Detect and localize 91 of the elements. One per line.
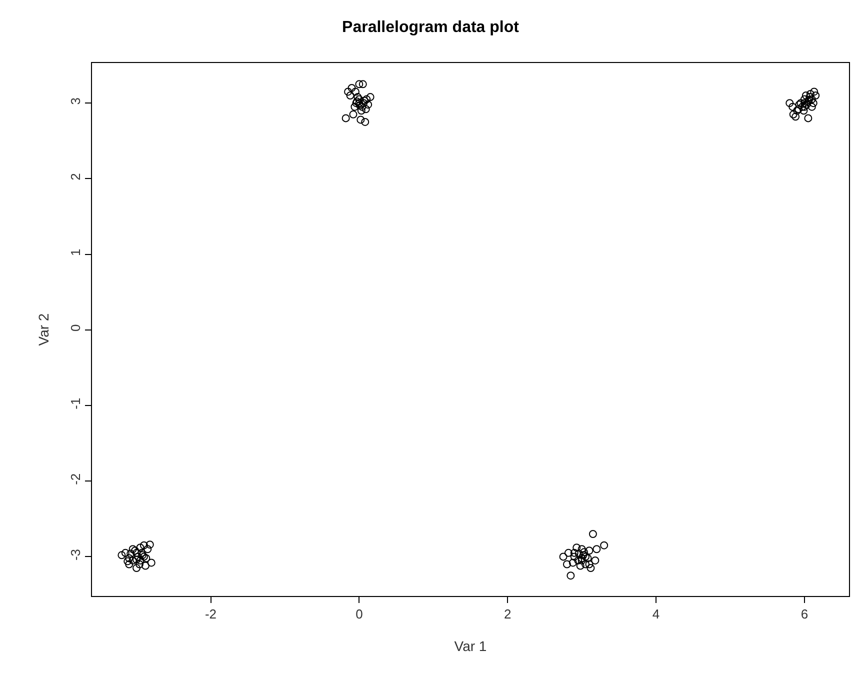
point [132,556,141,564]
point [578,545,586,554]
point [356,116,365,124]
point [788,102,797,111]
point [350,102,359,111]
point [142,554,150,562]
point [124,557,132,566]
x-tick-label: 4 [652,606,660,622]
x-axis-title: Var 1 [454,638,487,654]
y-tick-label: -1 [68,398,83,410]
point [354,93,362,102]
y-tick-label: -2 [68,473,83,485]
y-tick-label: 0 [68,324,83,332]
point [121,548,130,557]
point [351,88,360,96]
y-axis-title: Var 2 [35,313,52,346]
point [804,114,812,122]
point [798,102,806,111]
point [800,95,808,104]
point [588,530,597,538]
x-tick-label: 6 [800,606,808,622]
y-tick-label: 3 [68,98,83,105]
point [582,560,590,568]
point [136,560,144,568]
x-tick-label: -2 [204,606,217,622]
point [806,90,814,98]
point [572,544,581,552]
point [578,556,586,564]
point [568,558,577,567]
point [562,560,571,568]
point [125,554,134,562]
point [586,564,595,572]
point [140,541,148,550]
point [786,99,794,108]
point [576,562,584,570]
point [357,106,366,115]
y-tick-label: 1 [68,248,83,256]
point [362,95,371,104]
point [789,110,798,118]
point [585,560,594,568]
point [355,80,364,88]
point [132,564,141,572]
point [364,100,372,109]
point [585,546,594,555]
point [126,550,135,558]
point [131,546,140,555]
y-tick-label: -3 [68,548,83,561]
point [810,88,818,96]
point [128,556,137,564]
point [136,556,144,564]
point [128,545,137,554]
point [348,84,356,92]
point [346,92,354,100]
point [559,552,568,561]
point [808,102,816,111]
point [564,548,572,557]
point [125,560,134,568]
point [802,92,810,100]
point [800,106,808,115]
point [138,548,146,557]
point [808,95,816,104]
point [366,93,374,102]
point [147,558,156,567]
point [355,95,364,104]
point [574,556,582,564]
point [812,92,820,100]
point [344,88,352,96]
point [362,105,370,114]
point [792,112,800,121]
point [570,548,578,557]
point [580,548,588,556]
point [136,544,144,552]
point [349,110,358,118]
point [144,545,152,554]
point [570,552,578,561]
point [566,572,575,580]
point [591,556,600,564]
y-tick-label: 2 [68,173,83,180]
point [600,541,608,550]
x-tick-label: 2 [504,606,512,622]
point [809,99,818,108]
point [141,562,150,570]
point [146,540,154,549]
point [118,551,126,560]
chart-title: Parallelogram data plot [342,18,520,36]
x-tick-label: 0 [356,606,363,622]
point [582,552,590,561]
point [342,114,350,122]
point [592,545,601,554]
point [361,118,370,126]
point [358,80,367,88]
